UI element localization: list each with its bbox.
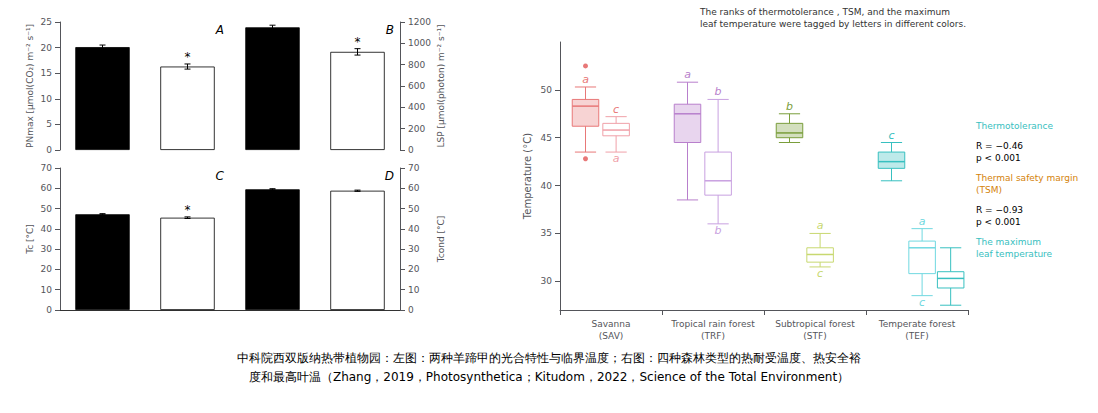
svg-text:a: a bbox=[684, 68, 691, 81]
svg-text:0: 0 bbox=[408, 145, 414, 155]
svg-text:30: 30 bbox=[408, 244, 420, 254]
svg-text:(TEF): (TEF) bbox=[905, 331, 928, 341]
svg-text:*: * bbox=[355, 35, 361, 49]
svg-text:45: 45 bbox=[541, 133, 552, 143]
svg-text:c: c bbox=[817, 267, 823, 280]
svg-text:Thermal safety margin: Thermal safety margin bbox=[975, 173, 1078, 183]
svg-text:b: b bbox=[715, 85, 722, 98]
svg-text:400: 400 bbox=[408, 102, 425, 112]
svg-text:600: 600 bbox=[408, 81, 425, 91]
svg-text:度和最高叶温（Zhang，2019，Photosynthet: 度和最高叶温（Zhang，2019，Photosynthetica；Kitudo… bbox=[249, 370, 849, 384]
svg-text:a: a bbox=[817, 219, 824, 232]
svg-text:Tc [°C]: Tc [°C] bbox=[25, 224, 35, 255]
svg-text:70: 70 bbox=[41, 163, 53, 173]
svg-text:70: 70 bbox=[408, 163, 420, 173]
svg-text:0: 0 bbox=[46, 145, 52, 155]
svg-text:中科院西双版纳热带植物园：左图：两种羊蹄甲的光合特性与临界温: 中科院西双版纳热带植物园：左图：两种羊蹄甲的光合特性与临界温度；右图：四种森林类… bbox=[237, 351, 861, 365]
svg-text:b: b bbox=[786, 100, 793, 113]
svg-text:Subtropical forest: Subtropical forest bbox=[775, 319, 855, 329]
svg-text:a: a bbox=[582, 73, 589, 86]
svg-text:Temperature (°C): Temperature (°C) bbox=[522, 133, 533, 220]
svg-text:15: 15 bbox=[41, 68, 52, 78]
svg-text:Temperate forest: Temperate forest bbox=[878, 319, 956, 329]
svg-text:0: 0 bbox=[46, 305, 52, 315]
svg-text:(SAV): (SAV) bbox=[599, 331, 624, 341]
svg-text:1200: 1200 bbox=[408, 17, 431, 27]
svg-text:B: B bbox=[386, 23, 394, 37]
svg-text:800: 800 bbox=[408, 60, 425, 70]
svg-text:50: 50 bbox=[541, 85, 553, 95]
svg-text:a: a bbox=[613, 152, 620, 165]
svg-text:a: a bbox=[919, 215, 926, 228]
svg-text:c: c bbox=[888, 129, 894, 142]
svg-text:40: 40 bbox=[41, 224, 53, 234]
svg-text:c: c bbox=[919, 296, 925, 309]
svg-text:200: 200 bbox=[408, 124, 425, 134]
svg-text:40: 40 bbox=[541, 181, 553, 191]
svg-text:A: A bbox=[215, 23, 224, 37]
svg-text:The ranks of thermotolerance ,: The ranks of thermotolerance , TSM, and … bbox=[699, 7, 950, 17]
svg-text:Tropical rain forest: Tropical rain forest bbox=[670, 319, 755, 329]
svg-text:5: 5 bbox=[46, 119, 52, 129]
svg-text:50: 50 bbox=[41, 204, 53, 214]
svg-text:35: 35 bbox=[541, 228, 552, 238]
svg-text:p < 0.001: p < 0.001 bbox=[976, 153, 1021, 163]
svg-text:60: 60 bbox=[41, 183, 53, 193]
svg-text:10: 10 bbox=[41, 94, 53, 104]
svg-text:leaf temperature: leaf temperature bbox=[976, 249, 1053, 259]
svg-text:60: 60 bbox=[408, 183, 420, 193]
svg-text:Savanna: Savanna bbox=[592, 319, 631, 329]
svg-text:R = −0.46: R = −0.46 bbox=[976, 141, 1023, 151]
svg-text:20: 20 bbox=[41, 264, 53, 274]
svg-text:Tcond [°C]: Tcond [°C] bbox=[436, 216, 446, 264]
svg-text:(TRF): (TRF) bbox=[701, 331, 725, 341]
svg-text:0: 0 bbox=[408, 305, 414, 315]
svg-text:30: 30 bbox=[41, 244, 53, 254]
svg-text:p < 0.001: p < 0.001 bbox=[976, 217, 1021, 227]
svg-text:leaf temperature were tagged b: leaf temperature were tagged by letters … bbox=[700, 19, 966, 29]
svg-text:10: 10 bbox=[41, 285, 53, 295]
svg-text:LSP [μmol(photon) m⁻² s⁻¹]: LSP [μmol(photon) m⁻² s⁻¹] bbox=[436, 24, 446, 147]
svg-text:*: * bbox=[185, 203, 191, 217]
svg-text:20: 20 bbox=[41, 43, 53, 53]
svg-text:PNmax [μmol(CO₂) m⁻² s⁻¹]: PNmax [μmol(CO₂) m⁻² s⁻¹] bbox=[25, 24, 35, 148]
svg-text:10: 10 bbox=[408, 285, 420, 295]
svg-text:(TSM): (TSM) bbox=[976, 185, 1002, 195]
svg-text:20: 20 bbox=[408, 264, 420, 274]
svg-text:*: * bbox=[185, 50, 191, 64]
svg-text:Thermotolerance: Thermotolerance bbox=[975, 121, 1053, 131]
svg-text:50: 50 bbox=[408, 204, 420, 214]
svg-text:(STF): (STF) bbox=[803, 331, 826, 341]
svg-text:C: C bbox=[216, 169, 225, 183]
svg-text:30: 30 bbox=[541, 276, 553, 286]
svg-text:b: b bbox=[715, 224, 722, 237]
svg-text:R = −0.93: R = −0.93 bbox=[976, 205, 1023, 215]
svg-text:25: 25 bbox=[41, 17, 52, 27]
svg-text:40: 40 bbox=[408, 224, 420, 234]
svg-text:D: D bbox=[385, 169, 394, 183]
svg-text:c: c bbox=[613, 103, 619, 116]
svg-text:The maximum: The maximum bbox=[975, 237, 1041, 247]
svg-text:1000: 1000 bbox=[408, 38, 431, 48]
